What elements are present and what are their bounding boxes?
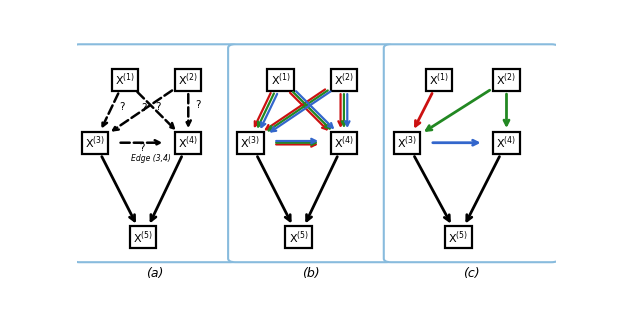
Text: X$^{(4)}$: X$^{(4)}$ <box>178 135 198 151</box>
FancyBboxPatch shape <box>286 226 312 248</box>
Text: X$^{(3)}$: X$^{(3)}$ <box>397 135 417 151</box>
FancyBboxPatch shape <box>384 44 559 262</box>
Text: X$^{(2)}$: X$^{(2)}$ <box>496 71 517 88</box>
Text: (b): (b) <box>302 267 320 280</box>
FancyBboxPatch shape <box>268 68 294 91</box>
Text: X$^{(1)}$: X$^{(1)}$ <box>271 71 290 88</box>
FancyBboxPatch shape <box>112 68 138 91</box>
Text: X$^{(2)}$: X$^{(2)}$ <box>334 71 354 88</box>
FancyBboxPatch shape <box>175 132 201 154</box>
FancyBboxPatch shape <box>331 68 357 91</box>
Text: X$^{(2)}$: X$^{(2)}$ <box>178 71 198 88</box>
FancyBboxPatch shape <box>72 44 238 262</box>
Text: X$^{(3)}$: X$^{(3)}$ <box>85 135 105 151</box>
Text: X$^{(5)}$: X$^{(5)}$ <box>133 229 153 246</box>
FancyBboxPatch shape <box>237 132 263 154</box>
Text: X$^{(1)}$: X$^{(1)}$ <box>115 71 135 88</box>
FancyBboxPatch shape <box>130 226 156 248</box>
FancyBboxPatch shape <box>394 132 420 154</box>
Text: ?: ? <box>139 142 144 153</box>
Text: X$^{(5)}$: X$^{(5)}$ <box>289 229 309 246</box>
Text: ?: ? <box>119 102 124 112</box>
Text: X$^{(3)}$: X$^{(3)}$ <box>240 135 260 151</box>
Text: (a): (a) <box>146 267 164 280</box>
FancyBboxPatch shape <box>331 132 357 154</box>
Text: ?: ? <box>141 103 146 113</box>
Text: Edge (3,4): Edge (3,4) <box>131 154 171 163</box>
FancyBboxPatch shape <box>82 132 108 154</box>
Text: X$^{(5)}$: X$^{(5)}$ <box>448 229 468 246</box>
Text: X$^{(4)}$: X$^{(4)}$ <box>496 135 517 151</box>
Text: X$^{(4)}$: X$^{(4)}$ <box>334 135 354 151</box>
Text: ?: ? <box>195 100 201 110</box>
Text: (c): (c) <box>463 267 480 280</box>
FancyBboxPatch shape <box>426 68 452 91</box>
FancyBboxPatch shape <box>445 226 472 248</box>
FancyBboxPatch shape <box>493 68 520 91</box>
FancyBboxPatch shape <box>228 44 393 262</box>
FancyBboxPatch shape <box>493 132 520 154</box>
Text: X$^{(1)}$: X$^{(1)}$ <box>429 71 449 88</box>
FancyBboxPatch shape <box>175 68 201 91</box>
Text: ?: ? <box>155 102 161 113</box>
